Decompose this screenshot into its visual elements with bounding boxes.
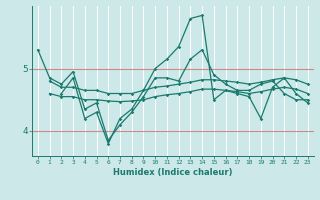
X-axis label: Humidex (Indice chaleur): Humidex (Indice chaleur): [113, 168, 233, 177]
